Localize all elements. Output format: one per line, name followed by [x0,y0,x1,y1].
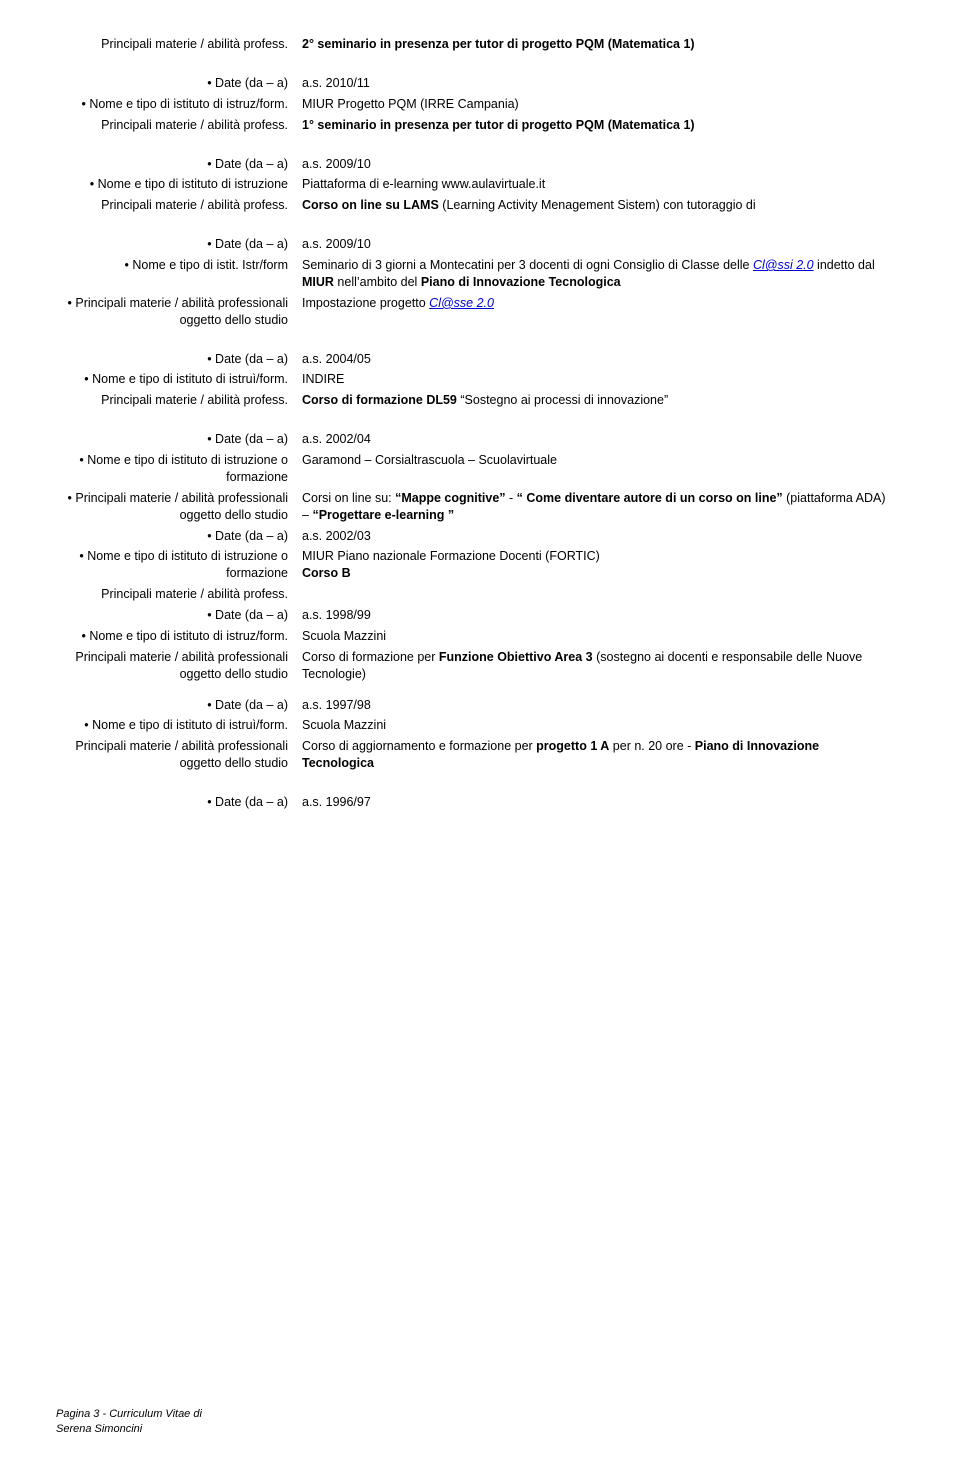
cv-row: • Nome e tipo di istituto di istruzioneP… [56,176,904,193]
cv-row: • Nome e tipo di istituto di istruzione … [56,452,904,486]
row-label: Principali materie / abilità professiona… [56,649,302,683]
row-label: Principali materie / abilità profess. [56,36,302,53]
row-value: a.s. 1998/99 [302,607,904,624]
row-label: Principali materie / abilità professiona… [56,738,302,772]
row-value: a.s. 2002/04 [302,431,904,448]
row-value [302,586,904,603]
row-label: • Nome e tipo di istituto di istruzione … [56,548,302,582]
cv-row: • Date (da – a)a.s. 2009/10 [56,236,904,253]
row-value: MIUR Progetto PQM (IRRE Campania) [302,96,904,113]
row-label: • Nome e tipo di istit. Istr/form [56,257,302,291]
row-value: 2° seminario in presenza per tutor di pr… [302,36,904,53]
spacer [56,138,904,156]
row-value: a.s. 2002/03 [302,528,904,545]
cv-row: Principali materie / abilità professiona… [56,649,904,683]
row-label: • Principali materie / abilità professio… [56,490,302,524]
row-label: • Date (da – a) [56,156,302,173]
cv-row: • Nome e tipo di istituto di istruì/form… [56,717,904,734]
row-value: a.s. 2009/10 [302,236,904,253]
row-label: Principali materie / abilità profess. [56,586,302,603]
row-value: INDIRE [302,371,904,388]
cv-row: • Date (da – a)a.s. 2004/05 [56,351,904,368]
row-label: Principali materie / abilità profess. [56,392,302,409]
row-value: a.s. 1996/97 [302,794,904,811]
cv-row: • Date (da – a)a.s. 2002/03 [56,528,904,545]
row-label: • Date (da – a) [56,75,302,92]
row-label: • Date (da – a) [56,528,302,545]
cv-row: • Nome e tipo di istituto di istruz/form… [56,628,904,645]
cv-row: • Date (da – a)a.s. 1998/99 [56,607,904,624]
cv-row: Principali materie / abilità profess.Cor… [56,392,904,409]
row-value: Corsi on line su: “Mappe cognitive” - “ … [302,490,904,524]
cv-row: Principali materie / abilità profess.Cor… [56,197,904,214]
row-label: • Date (da – a) [56,431,302,448]
row-label: • Date (da – a) [56,351,302,368]
spacer [56,57,904,75]
row-label: • Date (da – a) [56,697,302,714]
cv-row: Principali materie / abilità professiona… [56,738,904,772]
row-value: Corso di formazione DL59 “Sostegno ai pr… [302,392,904,409]
row-value: Piattaforma di e-learning www.aulavirtua… [302,176,904,193]
row-label: • Principali materie / abilità professio… [56,295,302,329]
spacer [56,776,904,794]
cv-row: Principali materie / abilità profess.1° … [56,117,904,134]
row-value: Impostazione progetto Cl@sse 2.0 [302,295,904,329]
row-value: Garamond – Corsialtrascuola – Scuolavirt… [302,452,904,486]
row-label: • Nome e tipo di istituto di istruz/form… [56,96,302,113]
row-label: • Nome e tipo di istituto di istruzione [56,176,302,193]
row-value: MIUR Piano nazionale Formazione Docenti … [302,548,904,582]
row-label: • Date (da – a) [56,794,302,811]
row-label: • Nome e tipo di istituto di istruz/form… [56,628,302,645]
row-label: • Nome e tipo di istituto di istruzione … [56,452,302,486]
spacer [56,687,904,697]
cv-row: • Date (da – a)a.s. 1996/97 [56,794,904,811]
row-label: • Date (da – a) [56,236,302,253]
row-label: Principali materie / abilità profess. [56,117,302,134]
row-value: Scuola Mazzini [302,717,904,734]
row-value: a.s. 2009/10 [302,156,904,173]
footer-line-2: Serena Simoncini [56,1423,142,1435]
row-value: Scuola Mazzini [302,628,904,645]
cv-row: Principali materie / abilità profess. [56,586,904,603]
row-value: 1° seminario in presenza per tutor di pr… [302,117,904,134]
spacer [56,413,904,431]
cv-row: Principali materie / abilità profess.2° … [56,36,904,53]
row-value: a.s. 2010/11 [302,75,904,92]
spacer [56,218,904,236]
row-label: Principali materie / abilità profess. [56,197,302,214]
cv-row: • Nome e tipo di istituto di istruz/form… [56,96,904,113]
row-label: • Date (da – a) [56,607,302,624]
footer-line-1: Pagina 3 - Curriculum Vitae di [56,1408,202,1420]
cv-page-body: Principali materie / abilità profess.2° … [56,36,904,811]
cv-row: • Date (da – a)a.s. 1997/98 [56,697,904,714]
row-value: Corso on line su LAMS (Learning Activity… [302,197,904,214]
row-value: a.s. 1997/98 [302,697,904,714]
row-value: Corso di aggiornamento e formazione per … [302,738,904,772]
cv-row: • Nome e tipo di istituto di istruzione … [56,548,904,582]
cv-row: • Nome e tipo di istituto di istruì/form… [56,371,904,388]
row-value: Corso di formazione per Funzione Obietti… [302,649,904,683]
cv-row: • Date (da – a)a.s. 2002/04 [56,431,904,448]
cv-row: • Nome e tipo di istit. Istr/formSeminar… [56,257,904,291]
cv-row: • Date (da – a)a.s. 2010/11 [56,75,904,92]
cv-row: • Date (da – a)a.s. 2009/10 [56,156,904,173]
page-footer: Pagina 3 - Curriculum Vitae di Serena Si… [56,1407,202,1436]
row-value: a.s. 2004/05 [302,351,904,368]
row-label: • Nome e tipo di istituto di istruì/form… [56,717,302,734]
row-label: • Nome e tipo di istituto di istruì/form… [56,371,302,388]
row-value: Seminario di 3 giorni a Montecatini per … [302,257,904,291]
cv-row: • Principali materie / abilità professio… [56,295,904,329]
spacer [56,333,904,351]
cv-row: • Principali materie / abilità professio… [56,490,904,524]
